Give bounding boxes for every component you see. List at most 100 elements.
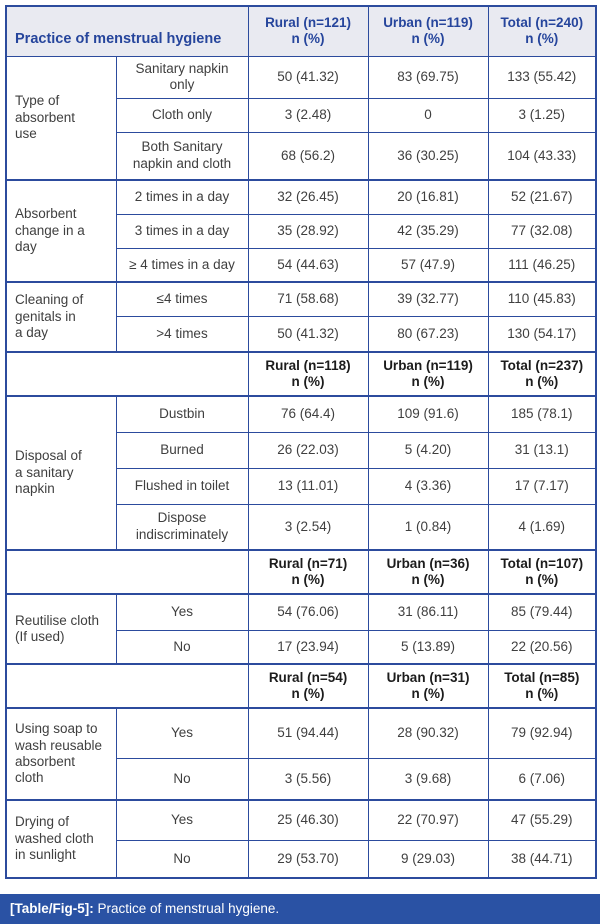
subheader-total: Total (n=107) n (%) [487,549,597,595]
subheader-urban: Urban (n=31) n (%) [367,663,489,709]
row-label: Yes [115,593,249,631]
table-row: Cloth only 3 (2.48) 0 3 (1.25) [6,97,597,133]
rural-value: 50 (41.32) [247,55,369,99]
rural-value: 26 (22.03) [247,431,369,469]
urban-value: 39 (32.77) [367,281,489,317]
row-label: ≥ 4 times in a day [115,247,249,283]
total-value: 52 (21.67) [487,179,597,215]
group-label-drying-cloth: Drying of washed cloth in sunlight [5,799,117,879]
group-label-using-soap: Using soap to wash reusable absorbent cl… [5,707,117,801]
row-label: Cloth only [115,97,249,133]
total-value: 6 (7.06) [487,757,597,801]
subheader-row: Rural (n=54) n (%) Urban (n=31) n (%) To… [5,663,597,709]
rural-value: 3 (5.56) [247,757,369,801]
rural-value: 17 (23.94) [247,629,369,665]
table-row: Burned 26 (22.03) 5 (4.20) 31 (13.1) [6,431,597,469]
row-label: No [115,757,249,801]
row-label: No [115,629,249,665]
urban-value: 109 (91.6) [367,395,489,433]
row-label: Dustbin [115,395,249,433]
urban-value: 80 (67.23) [367,315,489,353]
table-row: Flushed in toilet 13 (11.01) 4 (3.36) 17… [6,467,597,505]
column-header-rural: Rural (n=121) n (%) [247,5,369,57]
group-label-reutilise-cloth: Reutilise cloth (If used) [5,593,117,665]
rural-value: 76 (64.4) [247,395,369,433]
urban-value: 22 (70.97) [367,799,489,841]
rural-value: 13 (11.01) [247,467,369,505]
group-label-cleaning-genitals: Cleaning of genitals in a day [5,281,117,353]
row-label: >4 times [115,315,249,353]
rural-value: 50 (41.32) [247,315,369,353]
urban-value: 83 (69.75) [367,55,489,99]
table-row: Both Sanitary napkin and cloth 68 (56.2)… [6,131,597,181]
urban-value: 5 (4.20) [367,431,489,469]
subheader-spacer [5,549,249,595]
rural-value: 32 (26.45) [247,179,369,215]
table-row: Absorbent change in a day 2 times in a d… [5,179,597,283]
subheader-row: Rural (n=71) n (%) Urban (n=36) n (%) To… [5,549,597,595]
rural-value: 25 (46.30) [247,799,369,841]
row-label: Sanitary napkin only [115,55,249,99]
row-label: ≤4 times [115,281,249,317]
urban-value: 9 (29.03) [367,839,489,879]
group-label-absorbent-type: Type of absorbent use [5,55,117,181]
total-value: 111 (46.25) [487,247,597,283]
table-header-row: Practice of menstrual hygiene Rural (n=1… [5,5,597,57]
subheader-total: Total (n=85) n (%) [487,663,597,709]
row-label: 2 times in a day [115,179,249,215]
total-value: 3 (1.25) [487,97,597,133]
row-label: Yes [115,799,249,841]
row-label: No [115,839,249,879]
table-row: Cleaning of genitals in a day ≤4 times 7… [5,281,597,353]
caption-tag: [Table/Fig-5]: [10,901,94,916]
total-value: 185 (78.1) [487,395,597,433]
row-label: 3 times in a day [115,213,249,249]
rural-value: 35 (28.92) [247,213,369,249]
table-title: Practice of menstrual hygiene [5,5,249,57]
table-row: >4 times 50 (41.32) 80 (67.23) 130 (54.1… [6,315,597,353]
table-row: No 29 (53.70) 9 (29.03) 38 (44.71) [6,839,597,879]
subheader-row: Rural (n=118) n (%) Urban (n=119) n (%) … [5,351,597,397]
row-label: Both Sanitary napkin and cloth [115,131,249,181]
rural-value: 71 (58.68) [247,281,369,317]
rural-value: 54 (76.06) [247,593,369,631]
total-value: 85 (79.44) [487,593,597,631]
subheader-rural: Rural (n=118) n (%) [247,351,369,397]
rural-value: 51 (94.44) [247,707,369,759]
subheader-urban: Urban (n=36) n (%) [367,549,489,595]
table-row: Using soap to wash reusable absorbent cl… [5,707,597,801]
rural-value: 29 (53.70) [247,839,369,879]
total-value: 47 (55.29) [487,799,597,841]
subheader-rural: Rural (n=71) n (%) [247,549,369,595]
urban-value: 42 (35.29) [367,213,489,249]
urban-value: 28 (90.32) [367,707,489,759]
rural-value: 54 (44.63) [247,247,369,283]
total-value: 77 (32.08) [487,213,597,249]
total-value: 104 (43.33) [487,131,597,181]
rural-value: 3 (2.54) [247,503,369,551]
total-value: 17 (7.17) [487,467,597,505]
subheader-total: Total (n=237) n (%) [487,351,597,397]
row-label: Flushed in toilet [115,467,249,505]
subheader-rural: Rural (n=54) n (%) [247,663,369,709]
total-value: 130 (54.17) [487,315,597,353]
urban-value: 20 (16.81) [367,179,489,215]
urban-value: 57 (47.9) [367,247,489,283]
urban-value: 4 (3.36) [367,467,489,505]
total-value: 4 (1.69) [487,503,597,551]
total-value: 133 (55.42) [487,55,597,99]
table-caption: [Table/Fig-5]: Practice of menstrual hyg… [0,894,600,924]
menstrual-hygiene-table: Practice of menstrual hygiene Rural (n=1… [5,5,598,879]
rural-value: 68 (56.2) [247,131,369,181]
row-label: Yes [115,707,249,759]
urban-value: 36 (30.25) [367,131,489,181]
urban-value: 31 (86.11) [367,593,489,631]
total-value: 79 (92.94) [487,707,597,759]
subheader-spacer [5,351,249,397]
urban-value: 5 (13.89) [367,629,489,665]
table-row: Drying of washed cloth in sunlight Yes 2… [5,799,597,879]
column-header-total: Total (n=240) n (%) [487,5,597,57]
row-label: Dispose indiscriminately [115,503,249,551]
total-value: 22 (20.56) [487,629,597,665]
table-row: ≥ 4 times in a day 54 (44.63) 57 (47.9) … [6,247,597,283]
